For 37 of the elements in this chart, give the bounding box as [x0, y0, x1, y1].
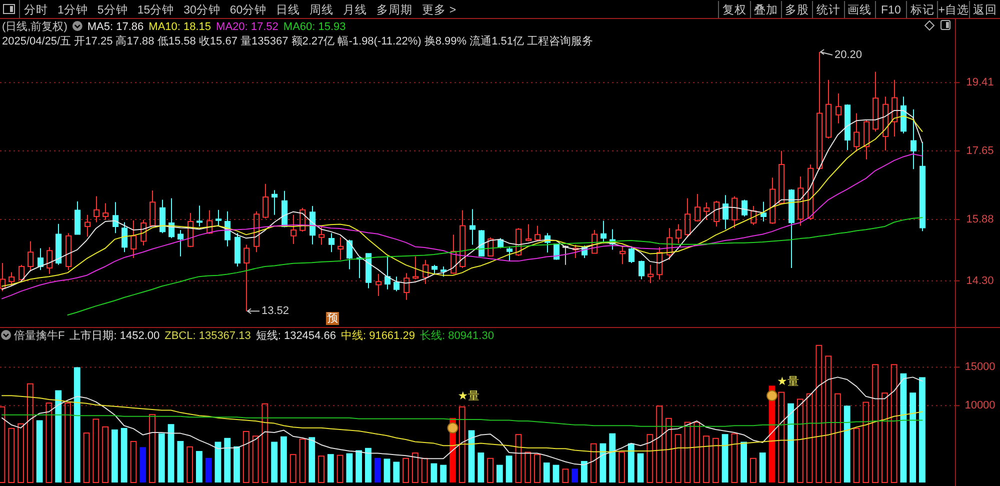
header: (日线,前复权) MA5: 17.86 MA10: 18.15 MA20: 17.52 MA60: 15.93 2025/04/25/五 开17.25 高17.88 低15.58 收15.67 量135367 额2.27亿 幅-1.98(-11.22%) 换8.99% 流通1.51亿 工程咨询服务 [2, 21, 594, 48]
text: 月线 [343, 4, 368, 16]
text: 多周期 [376, 4, 413, 16]
y-tick-label: 14.30 [966, 274, 994, 287]
text: 60分钟 [230, 4, 267, 16]
text: 叠加 [754, 4, 778, 16]
text: 日线 [276, 4, 300, 16]
y-tick-label: 10000 [964, 400, 996, 412]
y-tick-label: 17.65 [966, 144, 994, 157]
data-label: ★量 [458, 389, 480, 402]
annotation: 13.52 [262, 305, 290, 318]
text: 30分钟 [184, 4, 220, 16]
annotation: 预 [327, 312, 338, 324]
header: 倍量擒牛F 上市日期: 1452.00 ZBCL: 135367.13 短线: 132454.66 中线: 91661.29 长线: 80941.30 [1, 330, 494, 342]
y-tick-label: 19.41 [966, 76, 994, 89]
text: 15分钟 [137, 4, 174, 16]
chart-title: 倍量擒牛F [14, 329, 65, 342]
text: F10 [881, 4, 901, 16]
text: 分时 [24, 4, 48, 16]
chart-title: (日线,前复权) [2, 20, 68, 33]
text: 标记 [909, 4, 934, 16]
text: 更多 > [422, 4, 456, 16]
annotation: 20.20 [834, 48, 862, 61]
text: 返回 [972, 2, 997, 16]
text: 1分钟 [58, 4, 88, 16]
text: 复权 [722, 4, 746, 16]
annotation: ZBCL: 135367.13 [164, 330, 251, 342]
text: 统计 [816, 2, 840, 16]
y-tick-label: 15.88 [966, 214, 994, 226]
text: 多股 [785, 4, 810, 16]
data-label: ★量 [776, 374, 800, 388]
text: +自选 [938, 4, 969, 16]
text: 周线 [310, 4, 334, 16]
chart-subtitle: 上市日期: 1452.00 [70, 329, 160, 342]
y-tick-label: 15000 [964, 361, 996, 374]
text: 画线 [848, 4, 872, 16]
text: 5分钟 [97, 4, 128, 16]
